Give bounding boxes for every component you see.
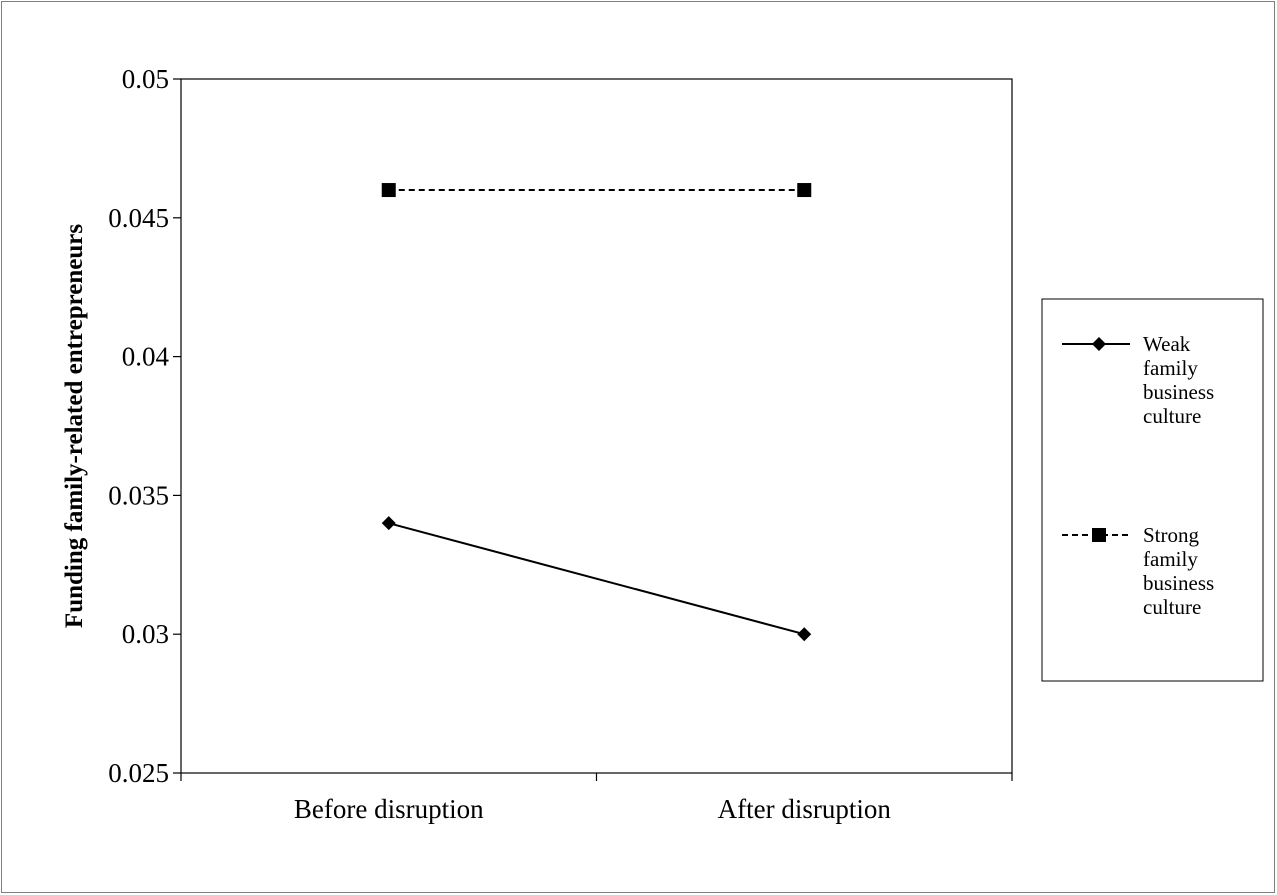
x-tick-label: Before disruption	[294, 794, 484, 824]
legend-label: Strong	[1143, 523, 1200, 547]
x-tick-label: After disruption	[718, 794, 892, 824]
data-point	[797, 183, 812, 198]
legend-marker	[1092, 528, 1106, 542]
plot-area	[180, 78, 1013, 774]
y-tick-label: 0.045	[108, 203, 169, 233]
legend-label: business	[1143, 571, 1214, 595]
y-tick-label: 0.04	[122, 342, 170, 372]
legend-label: Weak	[1143, 332, 1191, 356]
data-point	[381, 183, 396, 198]
y-tick-label: 0.03	[122, 619, 169, 649]
series-group	[381, 183, 812, 642]
y-axis: 0.025 0.03 0.035 0.04 0.045 0.05	[108, 64, 181, 788]
legend-label: family	[1143, 547, 1198, 571]
legend-label: family	[1143, 356, 1198, 380]
legend-label: culture	[1143, 404, 1201, 428]
legend-label: business	[1143, 380, 1214, 404]
x-axis: Before disruption After disruption	[180, 773, 1013, 824]
legend-label: culture	[1143, 595, 1201, 619]
legend: WeakfamilybusinesscultureStrongfamilybus…	[1062, 332, 1214, 619]
y-tick-label: 0.025	[108, 758, 169, 788]
data-point	[381, 516, 396, 531]
y-tick-label: 0.05	[122, 64, 169, 94]
y-axis-label: Funding family-related entrepreneurs	[61, 224, 88, 628]
series-line	[388, 522, 805, 636]
data-point	[797, 627, 812, 642]
y-tick-label: 0.035	[108, 480, 169, 510]
legend-box	[1041, 298, 1264, 682]
legend-marker	[1092, 337, 1106, 351]
